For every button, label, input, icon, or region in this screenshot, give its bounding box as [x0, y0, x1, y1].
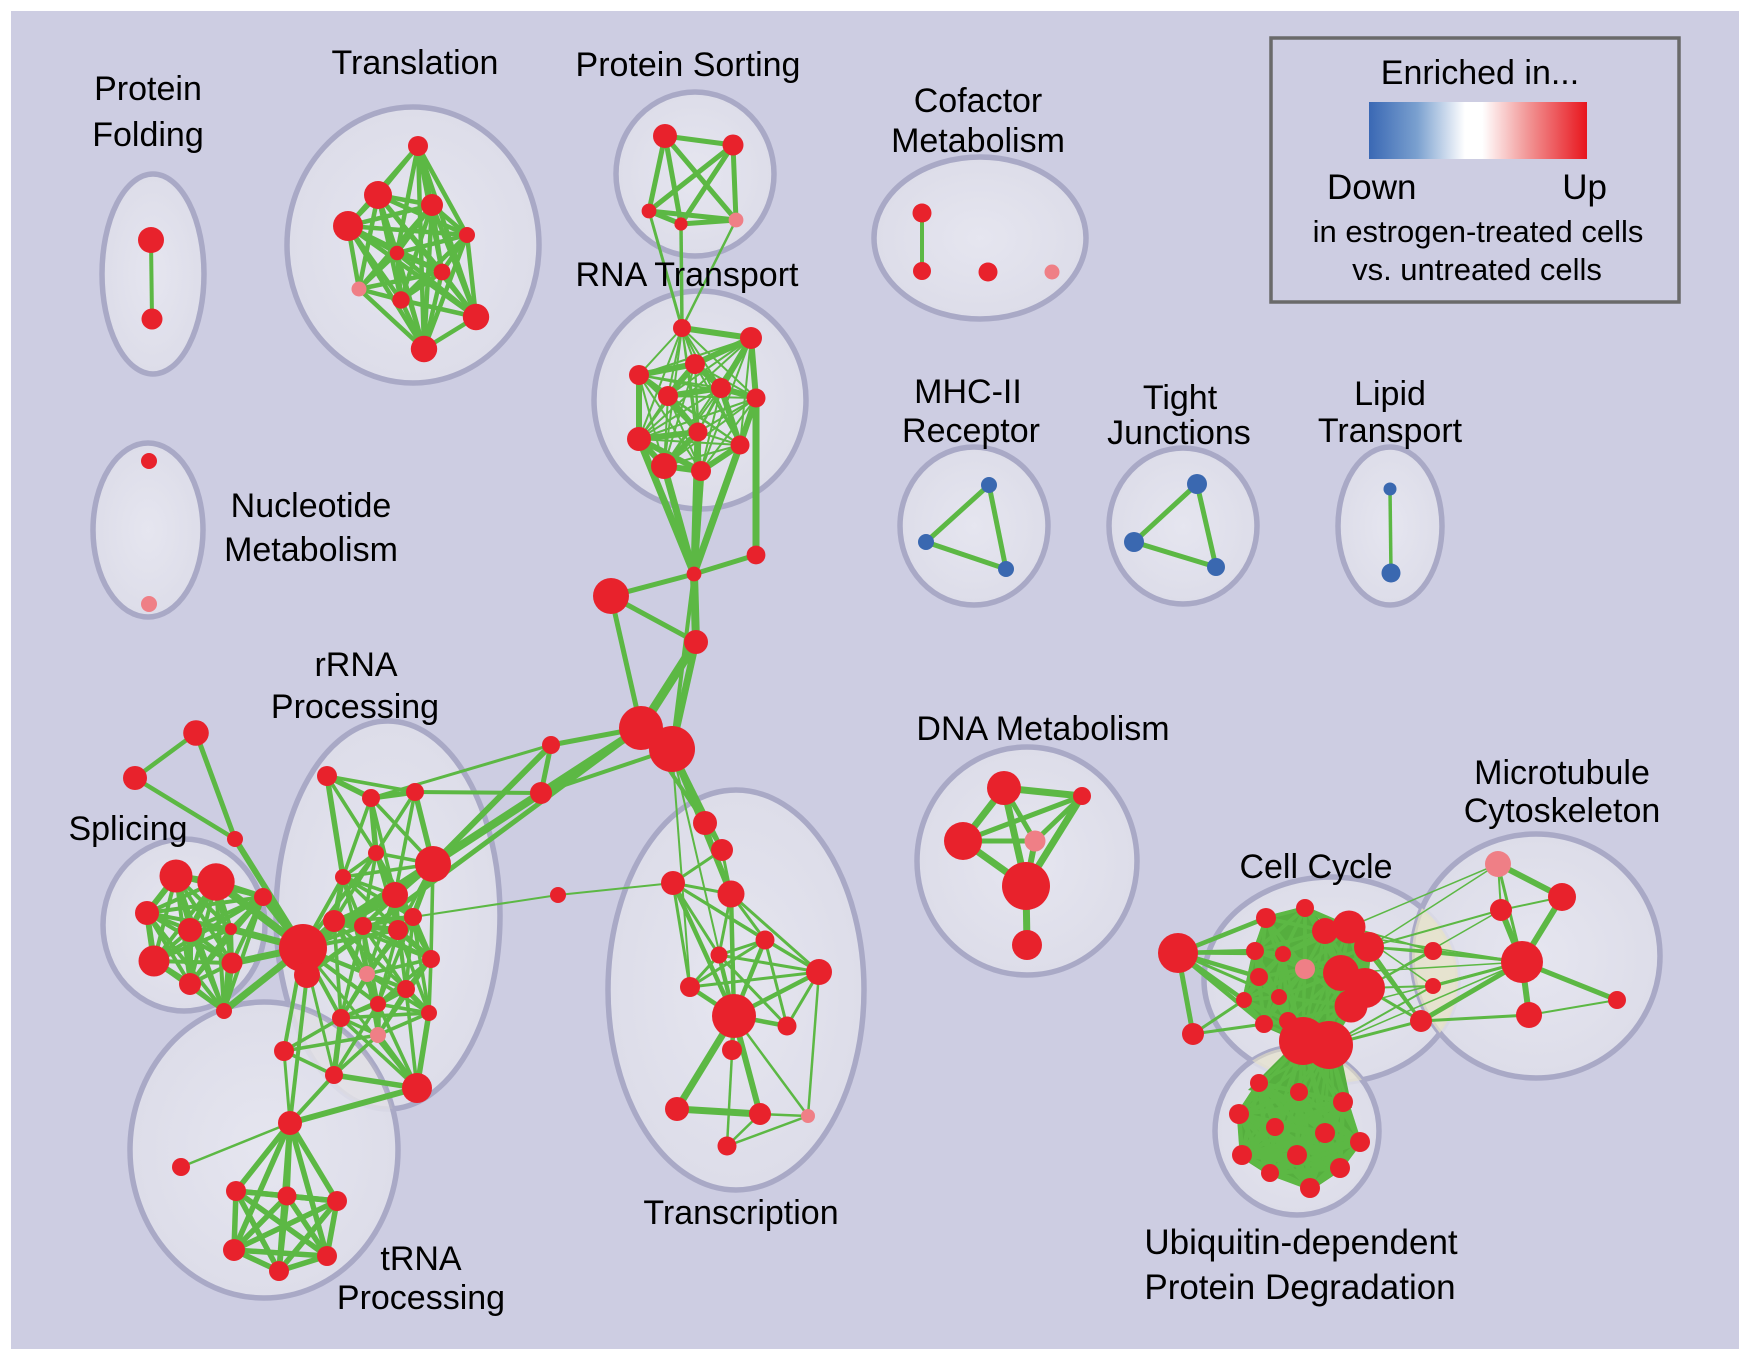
svg-text:Microtubule: Microtubule — [1474, 754, 1650, 792]
svg-text:Processing: Processing — [337, 1279, 505, 1317]
svg-text:Receptor: Receptor — [902, 412, 1040, 450]
svg-text:Cofactor: Cofactor — [914, 82, 1043, 120]
svg-text:Protein: Protein — [94, 70, 202, 108]
svg-text:MHC-II: MHC-II — [914, 373, 1022, 411]
svg-text:vs. untreated cells: vs. untreated cells — [1352, 252, 1602, 287]
svg-text:DNA Metabolism: DNA Metabolism — [916, 710, 1169, 748]
svg-text:Lipid: Lipid — [1354, 375, 1426, 413]
svg-text:Ubiquitin-dependent: Ubiquitin-dependent — [1144, 1223, 1458, 1262]
svg-text:Cytoskeleton: Cytoskeleton — [1464, 792, 1661, 830]
svg-text:Tight: Tight — [1143, 379, 1218, 417]
svg-text:Metabolism: Metabolism — [891, 122, 1065, 160]
svg-text:Translation: Translation — [332, 44, 499, 82]
svg-text:Nucleotide: Nucleotide — [231, 487, 392, 525]
svg-text:tRNA: tRNA — [380, 1240, 462, 1278]
svg-text:Cell Cycle: Cell Cycle — [1239, 848, 1392, 886]
svg-text:RNA Transport: RNA Transport — [576, 256, 800, 294]
svg-text:Protein Degradation: Protein Degradation — [1144, 1268, 1455, 1307]
svg-text:Transcription: Transcription — [643, 1194, 838, 1232]
svg-text:rRNA: rRNA — [314, 646, 397, 684]
svg-text:Down: Down — [1327, 168, 1416, 207]
svg-text:Enriched in...: Enriched in... — [1381, 54, 1579, 92]
svg-text:Splicing: Splicing — [68, 810, 187, 848]
svg-text:Metabolism: Metabolism — [224, 531, 398, 569]
svg-text:Folding: Folding — [92, 116, 204, 154]
svg-text:in estrogen-treated cells: in estrogen-treated cells — [1313, 214, 1644, 249]
svg-text:Up: Up — [1562, 168, 1607, 207]
svg-text:Transport: Transport — [1318, 412, 1463, 450]
svg-text:Processing: Processing — [271, 688, 439, 726]
svg-text:Junctions: Junctions — [1107, 414, 1251, 452]
svg-text:Protein Sorting: Protein Sorting — [576, 46, 801, 84]
